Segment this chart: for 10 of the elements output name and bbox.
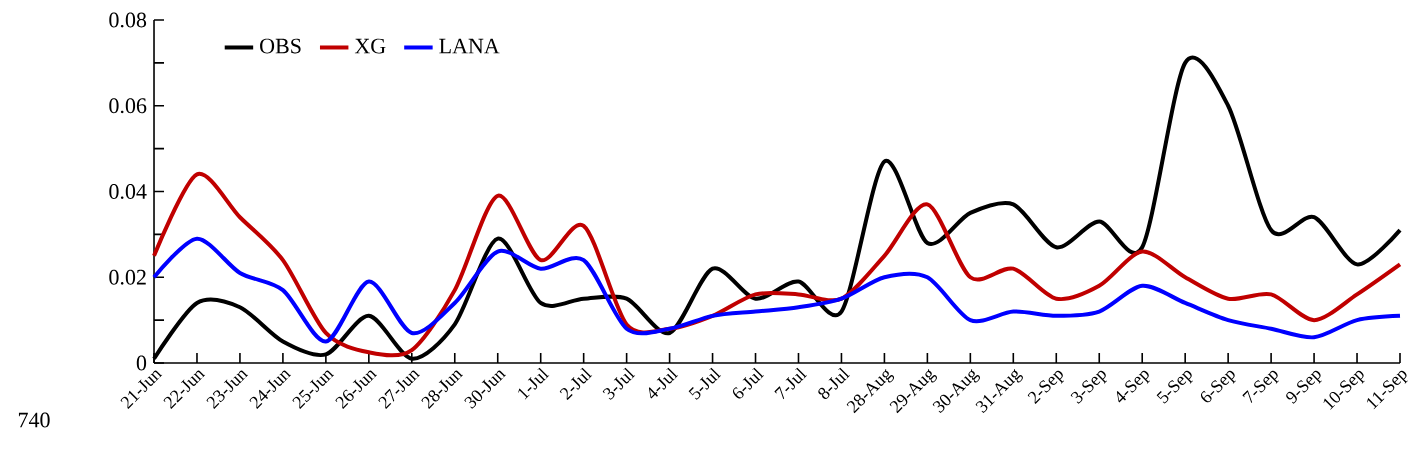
y-tick-label: 0.08: [109, 12, 147, 28]
legend-label: XG: [354, 38, 386, 54]
y-tick-label: 0.02: [109, 269, 146, 285]
line-series: [152, 236, 1402, 344]
y-tick-label: 0.04: [109, 184, 147, 199]
y-tick-label: 0.06: [109, 98, 147, 114]
legend-label: OBS: [260, 38, 301, 54]
y-tick-label: 0: [136, 355, 147, 371]
legend-label: LANA: [439, 38, 500, 54]
text: 740: [18, 412, 50, 428]
